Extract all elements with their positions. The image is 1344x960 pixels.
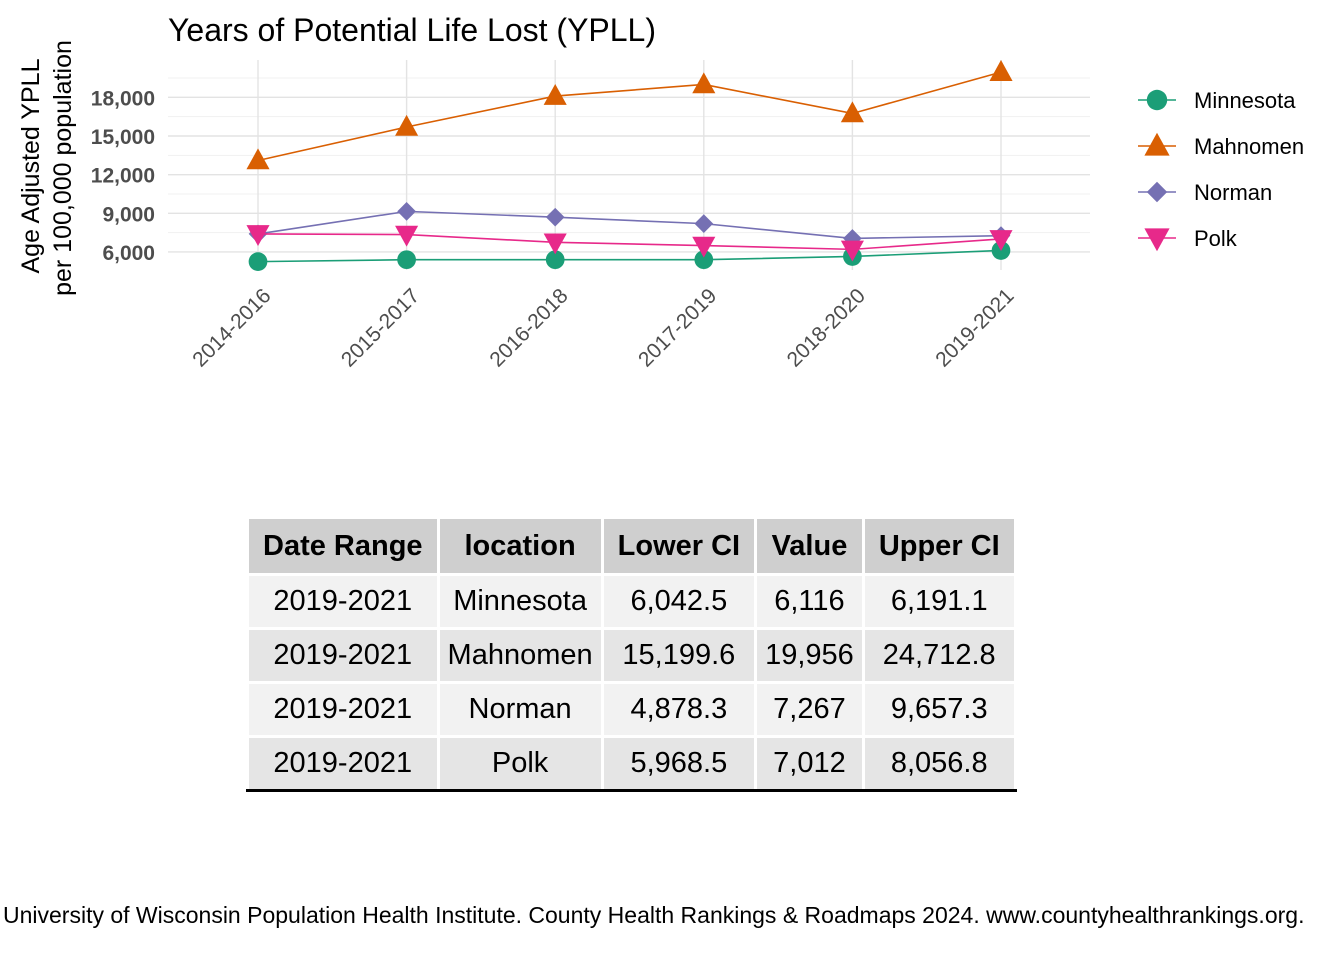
table-cell: 6,116 [757,576,862,630]
data-point [545,250,565,270]
table-cell: 4,878.3 [603,684,755,738]
series-norman [248,202,1011,248]
data-point [694,250,714,270]
table-cell: Mahnomen [439,630,601,684]
legend-marker [1144,132,1170,156]
plot-gridlines [168,60,1090,270]
y-axis-label-line-2: per 100,000 population [49,40,77,296]
x-axis-ticks: 2014-2016 2015-2017 2016-2018 2017-2019 2018… [188,284,1018,371]
data-point [840,240,864,262]
data-point [246,225,270,247]
data-point [989,230,1013,252]
data-point [543,233,567,255]
data-point [395,225,419,247]
table-cell: 2019-2021 [249,576,437,630]
x-tick-label: 2017-2019 [634,284,721,371]
legend-marker [1146,89,1168,111]
table-row: 2019-2021 Norman 4,878.3 7,267 9,657.3 [249,684,1014,738]
series-line [257,233,1002,251]
legend-marker [1144,228,1170,252]
data-point [248,252,268,271]
x-tick-label: 2018-2020 [783,284,870,371]
table-cell: 19,956 [757,630,862,684]
y-axis-ticks: 6,000 9,000 12,000 15,000 18,000 [91,87,155,265]
table-cell: 6,042.5 [603,576,755,630]
table-row: 2019-2021 Minnesota 6,042.5 6,116 6,191.… [249,576,1014,630]
y-tick-label: 6,000 [102,242,155,265]
series-line [257,210,1002,240]
data-point [246,148,270,170]
legend-label: Minnesota [1194,88,1296,113]
legend-label: Norman [1194,180,1272,205]
table-cell: 6,191.1 [864,576,1014,630]
table-row: 2019-2021 Mahnomen 15,199.6 19,956 24,71… [249,630,1014,684]
data-point [989,60,1013,81]
series-line [257,249,1002,263]
series-polk [246,225,1013,262]
data-point [543,83,567,105]
yppl-line-chart: Years of Potential Life Lost (YPLL) Age … [17,12,1304,372]
table-cell: 15,199.6 [603,630,755,684]
data-point [692,72,716,94]
source-citation: University of Wisconsin Population Healt… [3,902,1305,928]
data-point [395,114,419,136]
data-point [397,202,416,221]
column-header-date-range: Date Range [249,519,437,576]
y-tick-label: 15,000 [91,126,155,149]
plot-series [246,60,1013,271]
data-point [692,236,716,258]
table-cell: 2019-2021 [249,684,437,738]
x-tick-label: 2019-2021 [931,284,1018,371]
x-tick-label: 2014-2016 [188,284,275,371]
confidence-interval-table: Date Range location Lower CI Value Upper… [246,519,1017,792]
column-header-lower-ci: Lower CI [603,519,755,576]
data-point [545,207,565,227]
table-cell: Polk [439,738,601,789]
series-mahnomen [246,60,1013,170]
x-tick-label: 2015-2017 [337,284,424,371]
series-line [257,71,1002,162]
table-header-row: Date Range location Lower CI Value Upper… [249,519,1014,576]
chart-title: Years of Potential Life Lost (YPLL) [168,12,656,48]
table-cell: 9,657.3 [864,684,1014,738]
table-cell: 2019-2021 [249,630,437,684]
data-point [397,250,416,270]
table-cell: 7,267 [757,684,862,738]
y-axis-label-line-1: Age Adjusted YPLL [17,58,45,273]
x-tick-label: 2016-2018 [485,284,572,371]
legend-marker [1146,181,1168,203]
legend-label: Polk [1194,226,1238,251]
table-cell: 7,012 [757,738,862,789]
table-row: 2019-2021 Polk 5,968.5 7,012 8,056.8 [249,738,1014,789]
table-cell: 2019-2021 [249,738,437,789]
column-header-value: Value [757,519,862,576]
chart-legend: Minnesota Mahnomen Norman Polk [1138,88,1304,252]
table-cell: 24,712.8 [864,630,1014,684]
column-header-location: location [439,519,601,576]
table-cell: 8,056.8 [864,738,1014,789]
y-tick-label: 18,000 [91,87,155,110]
legend-item-norman: Norman [1138,180,1272,205]
legend-item-minnesota: Minnesota [1138,88,1296,113]
table-cell: Minnesota [439,576,601,630]
y-tick-label: 9,000 [102,203,155,226]
table-cell: 5,968.5 [603,738,755,789]
legend-item-polk: Polk [1138,226,1238,252]
legend-item-mahnomen: Mahnomen [1138,132,1304,159]
legend-label: Mahnomen [1194,134,1304,159]
column-header-upper-ci: Upper CI [864,519,1014,576]
y-tick-label: 12,000 [91,165,155,188]
data-point [694,214,714,233]
table-cell: Norman [439,684,601,738]
data-point [840,101,864,123]
